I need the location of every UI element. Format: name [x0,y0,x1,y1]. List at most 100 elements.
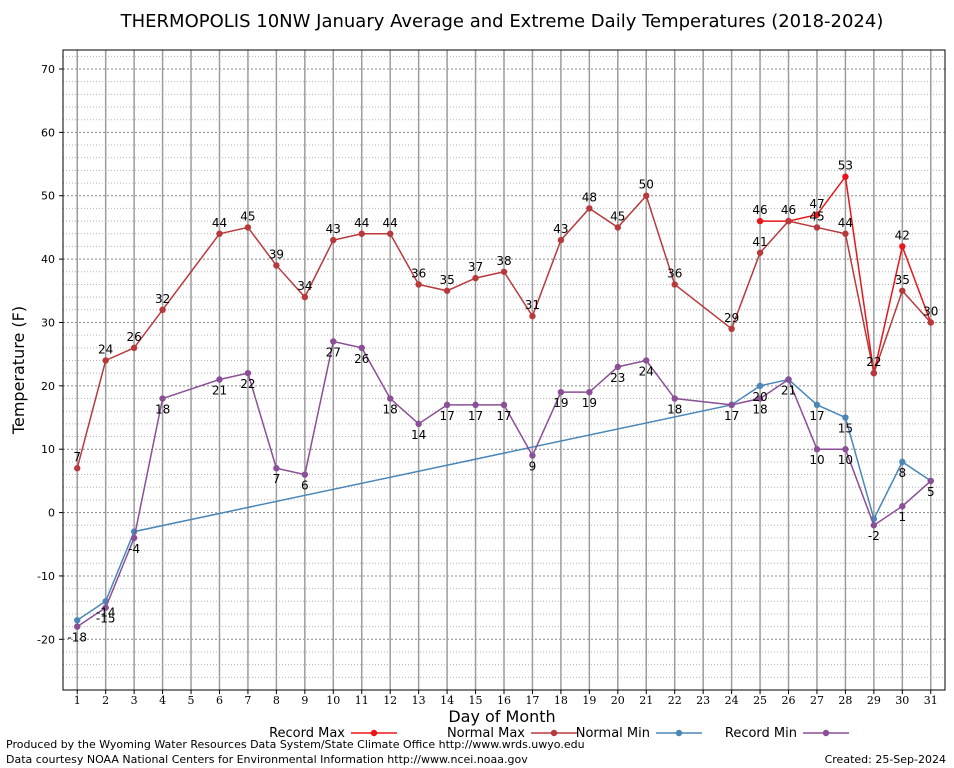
x-tick-label: 11 [355,694,369,707]
record-min-data-label: 6 [301,479,309,493]
record-min-data-label: 18 [155,403,170,417]
record-min-point [415,420,422,428]
x-tick-label: 21 [639,694,653,707]
x-tick-label: 18 [554,694,568,707]
y-tick-label: 10 [41,443,55,456]
major-grid [63,50,945,690]
normal-min-point [842,414,849,421]
record-min-data-label: 23 [610,371,625,385]
y-tick-label: 30 [41,316,55,329]
y-axis: -20 -10 0 10 20 30 40 50 60 70 [37,63,63,646]
y-tick-label: 40 [41,253,55,266]
record-min-data-label: 18 [383,403,398,417]
normal-max-data-label: 45 [240,209,255,223]
record-min-data-label: 9 [529,460,537,474]
record-min-point [301,471,309,478]
footer-created: Created: 25-Sep-2024 [824,753,946,766]
normal-max-point [358,230,365,237]
record-min-data-label: 10 [838,453,853,467]
normal-max-data-label: 44 [354,216,369,230]
x-tick-label: 23 [696,694,710,707]
y-tick-label: -20 [37,633,55,646]
record-min-point [899,503,906,510]
normal-max-point [216,230,223,237]
normal-max-point [130,344,138,352]
footer-produced-by: Produced by the Wyoming Water Resources … [6,738,585,751]
record-min-point [386,395,394,402]
x-axis-label: Day of Month [448,707,555,726]
record-min-data-label: 27 [326,345,341,359]
normal-max-point [500,268,508,275]
record-min-data-label: 24 [639,364,654,378]
y-tick-label: 50 [41,190,55,203]
normal-max-data-label: 39 [269,247,284,261]
record-max-point [756,217,764,225]
record-max-data-label: 42 [895,228,910,242]
normal-max-data-label: 31 [525,298,540,312]
x-tick-label: 9 [301,694,308,707]
record-min-point [244,369,252,377]
record-min-data-label: -4 [128,542,140,556]
record-min-data-label: 17 [496,409,511,423]
normal-max-data-label: 7 [73,450,81,464]
record-min-data-label: 17 [468,409,483,423]
record-min-point [443,401,451,409]
record-min-point [927,477,934,485]
normal-max-data-label: 35 [895,273,910,287]
x-tick-label: 2 [102,694,109,707]
record-min-data-label: 22 [240,377,255,391]
record-max-point [813,211,821,218]
normal-max-point [842,230,849,237]
x-tick-label: 30 [895,694,909,707]
x-tick-label: 24 [725,694,739,707]
record-min-data-label: 21 [781,384,796,398]
normal-max-point [273,262,280,269]
record-min-data-label: 19 [582,396,597,410]
normal-max-point [899,287,906,294]
record-min-data-label: 1 [899,510,907,524]
normal-max-point [472,274,479,282]
normal-max-data-label: 26 [126,330,141,344]
normal-max-point [415,281,422,288]
normal-max-point [870,369,878,377]
record-min-point [870,522,878,529]
record-min-point [330,338,337,345]
record-min-data-label: 26 [354,352,369,366]
normal-max-data-label: 24 [98,342,113,356]
x-tick-label: 19 [582,694,596,707]
normal-max-data-label: 50 [639,178,654,192]
normal-max-data-label: 43 [326,222,341,236]
normal-max-data-label: 35 [439,273,454,287]
legend: Record Max Normal Max Normal Min Record Min [269,726,849,741]
record-min-point [358,344,365,352]
x-tick-label: 10 [326,694,340,707]
record-min-legend-label: Record Min [725,726,797,741]
normal-max-point [728,325,735,333]
record-min-point [74,623,81,630]
normal-max-data-label: 36 [411,266,426,280]
normal-max-legend-marker [550,729,558,737]
record-min-data-label: -18 [67,631,87,645]
record-min-data-label: 18 [667,403,682,417]
normal-max-point [159,306,166,314]
record-min-data-label: 21 [212,384,227,398]
normal-max-data-label: 22 [866,355,881,369]
record-min-point [102,604,109,611]
record-min-data-label: -15 [96,612,116,626]
normal-max-point [386,230,394,237]
record-min-point [529,452,536,459]
series-lines [74,173,934,630]
x-tick-label: 13 [412,694,426,707]
y-tick-label: 0 [48,507,55,520]
y-tick-label: 20 [41,380,55,393]
record-min-data-label: 17 [439,409,454,423]
normal-max-point [443,287,451,294]
normal-max-data-label: 44 [838,216,853,230]
record-min-data-label: 14 [411,428,426,442]
normal-max-point [614,224,622,231]
record-min-legend-marker [822,729,830,737]
record-max-point [899,243,906,250]
record-min-point [159,395,166,402]
record-min-point [756,395,764,402]
